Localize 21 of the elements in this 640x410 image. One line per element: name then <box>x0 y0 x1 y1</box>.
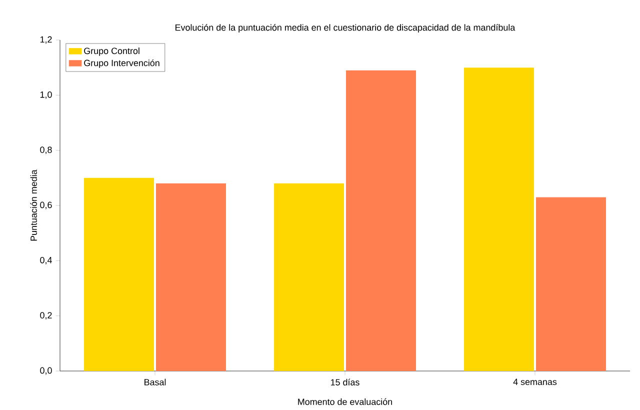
legend-label: Grupo Intervención <box>84 59 160 68</box>
y-tick-label: 0,2 <box>40 312 52 320</box>
bar <box>346 70 416 371</box>
chart-title: Evolución de la puntuación media en el cuestionario de discapacidad de la mandíbula <box>176 24 516 32</box>
bar <box>84 178 154 371</box>
y-tick-label: 0,0 <box>40 367 52 375</box>
legend-label: Grupo Control <box>84 47 140 56</box>
x-axis-title: Momento de evaluación <box>298 398 392 405</box>
bar <box>274 183 344 371</box>
y-tick-label: 1,0 <box>40 91 52 99</box>
bar <box>156 183 226 371</box>
y-tick-label: 0,8 <box>40 146 52 154</box>
bar <box>536 197 606 371</box>
y-tick-label: 1,2 <box>40 36 52 44</box>
bar <box>464 68 534 371</box>
y-axis-title: Puntuación media <box>30 170 37 241</box>
y-tick-label: 0,4 <box>40 256 52 264</box>
y-tick-label: 0,6 <box>40 202 52 210</box>
x-tick-label: Basal <box>144 378 166 386</box>
x-tick-label: 4 semanas <box>513 378 557 386</box>
x-tick-label: 15 días <box>330 378 360 386</box>
